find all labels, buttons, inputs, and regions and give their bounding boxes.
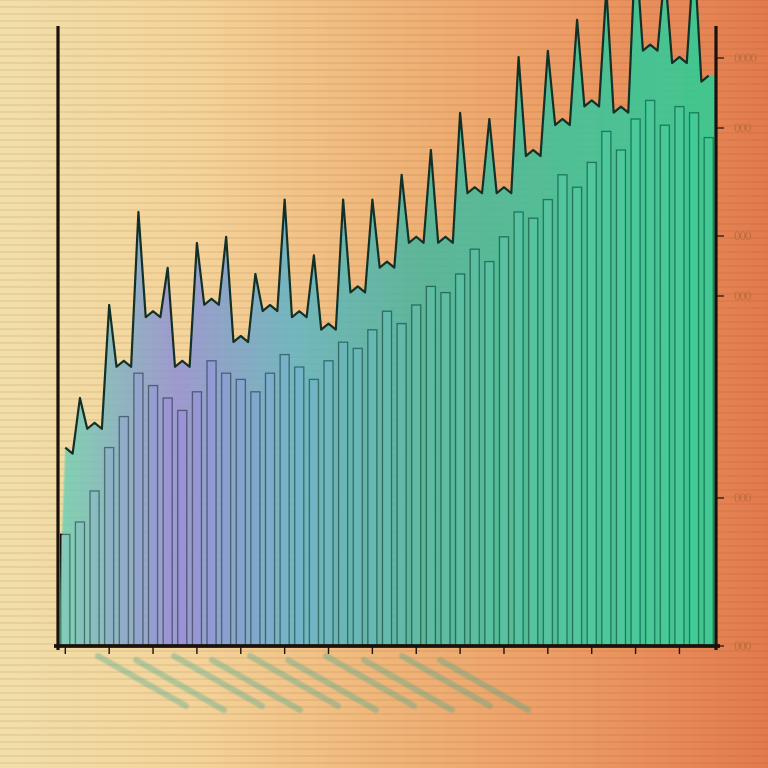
y-tick-label: 0000: [734, 50, 757, 65]
chart-canvas: { "canvas": {"w":768,"h":768}, "backgrou…: [0, 0, 768, 768]
y-tick-label: 000: [734, 288, 751, 303]
y-tick-label: 000: [734, 638, 751, 653]
chart-svg: 0000000000000000000: [0, 0, 768, 768]
y-tick-label: 000: [734, 490, 751, 505]
y-tick-label: 000: [734, 228, 751, 243]
y-tick-label: 000: [734, 120, 751, 135]
